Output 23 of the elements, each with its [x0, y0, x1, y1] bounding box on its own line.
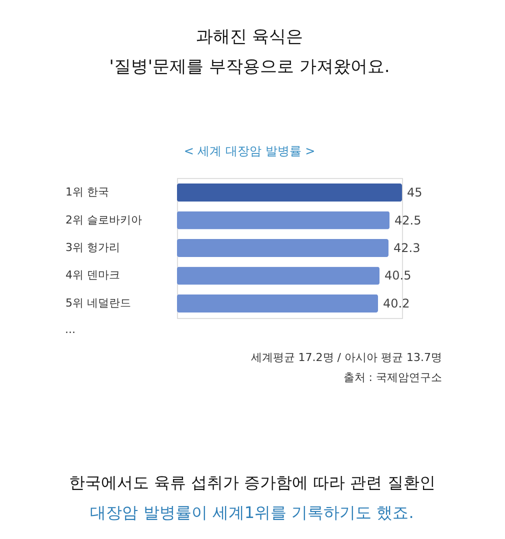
text: '질병'문제를 부작용으로 가져왔어요.: [109, 57, 390, 77]
bar: [177, 266, 380, 285]
text: ...: [65, 323, 76, 336]
chart-subtitle: < 세계 대장암 발병률 >: [184, 144, 316, 158]
y-tick-label: 1위 한국: [66, 186, 109, 199]
y-tick-label: 4위 덴마크: [66, 268, 120, 282]
text: 세계평균 17.2명 / 아시아 평균 13.7명: [250, 351, 442, 364]
bar: [177, 238, 388, 258]
bar: [177, 294, 378, 312]
data-label: 42.5: [394, 213, 422, 228]
source-note: 출처 : 국제암연구소: [343, 371, 442, 384]
text: 대장암 발병률이 세계1위를 기록하기도 했죠.: [90, 503, 414, 522]
y-tick-label: 2위 슬로바키아: [66, 213, 142, 226]
data-label: 42.3: [394, 241, 420, 255]
data-label: 45: [407, 186, 422, 200]
bar: [177, 211, 390, 230]
text: 한국에서도 육류 섭취가 증가함에 따라 관련 질환인: [68, 473, 436, 492]
y-tick-label: 3위 헝가리: [66, 241, 120, 254]
text: 과해진 육식은: [196, 27, 304, 47]
y-tick-label: 5위 네덜란드: [66, 296, 131, 310]
data-label: 40.5: [384, 268, 412, 283]
data-label: 40.2: [383, 296, 410, 310]
bar: [177, 184, 402, 202]
